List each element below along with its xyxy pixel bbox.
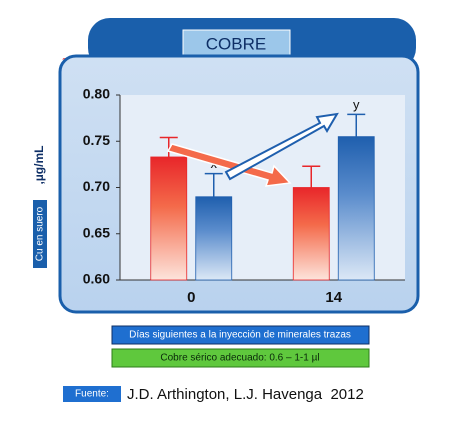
x-tick-label: 0 [187,289,195,306]
x-axis-label: Días siguientes a la inyección de minera… [129,330,351,341]
x-tick-label: 14 [325,289,342,306]
error-bar [302,165,321,188]
annotation: y [353,97,360,112]
bar [150,156,188,281]
source-label: Fuente: [75,389,109,400]
y-axis-unit: ,µg/mL [32,146,46,185]
y-axis-label: Cu en suero [35,206,46,261]
y-tick-label: 0.75 [83,132,110,148]
plot: 0.600.650.700.750.800x14y [83,86,405,306]
bar [337,136,375,281]
y-tick-label: 0.65 [83,224,110,240]
note-box [111,348,370,368]
chart-title: COBRE [206,34,266,53]
bar [195,196,233,281]
source: J.D. Arthington, L.J. Havenga 2012 [127,386,364,403]
note: Cobre sérico adecuado: 0.6 – 1-1 µl [160,353,319,364]
ylabel-box [33,200,47,268]
error-bar [347,113,366,137]
error-bar [204,172,223,197]
source-label-box [63,386,121,402]
y-tick-label: 0.80 [83,86,110,102]
y-tick-label: 0.70 [83,178,110,194]
trend-arrow-down [166,143,292,187]
bar [292,187,330,281]
trend-arrow-up [224,112,339,181]
title-box [182,29,291,59]
error-bar [159,136,178,157]
y-tick-label: 0.60 [83,271,110,287]
xlabel-box [111,325,370,345]
